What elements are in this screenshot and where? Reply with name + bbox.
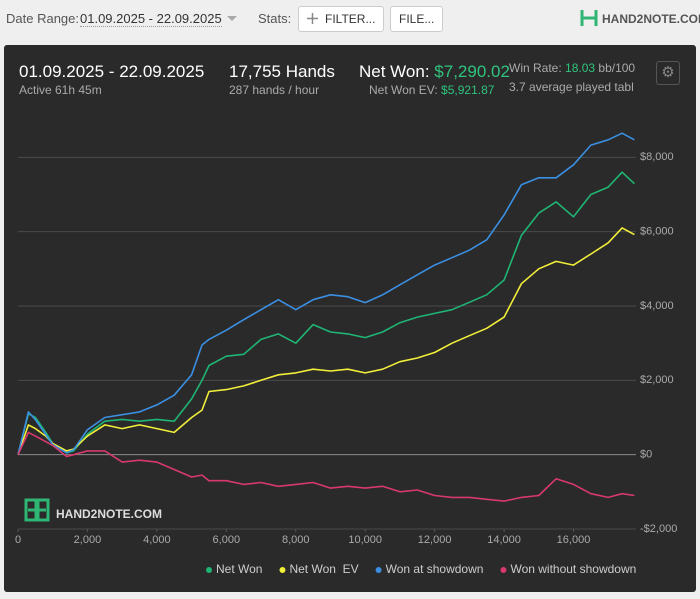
- legend-marker: [206, 567, 212, 573]
- period: 01.09.2025 - 22.09.2025: [19, 62, 205, 81]
- win-rate: Win Rate: 18.03 bb/100: [509, 61, 642, 75]
- net-won-value: $7,290.02: [434, 62, 510, 81]
- series-line: [17, 132, 635, 455]
- y-tick-label: -$2,000: [640, 523, 677, 535]
- tables: 3.7 average played tabl: [509, 80, 634, 94]
- series-line: [17, 227, 635, 455]
- net-won-ev: Net Won EV: $5,921.87: [369, 83, 494, 97]
- plus-icon: [307, 13, 318, 24]
- file-button[interactable]: FILE...: [390, 6, 444, 32]
- logo-icon: [580, 10, 598, 26]
- watermark: HAND2NOTE.COM: [56, 507, 162, 521]
- dropdown-arrow[interactable]: [227, 16, 237, 26]
- date-range-label: Date Range:: [6, 11, 79, 26]
- legend-label: Net Won EV: [289, 562, 358, 576]
- net-won-ev-label: Net Won EV:: [369, 83, 438, 97]
- legend-marker: [500, 567, 507, 573]
- settings-button[interactable]: ⚙: [656, 61, 680, 85]
- date-range[interactable]: 01.09.2025 - 22.09.2025: [80, 11, 222, 27]
- chart: HAND2NOTE.COM -$2,000 $0 $2,000 $4,000 $6,00…: [15, 132, 677, 576]
- win-rate-unit: bb/100: [598, 61, 636, 75]
- hands-rate: 287 hands / hour: [229, 83, 320, 97]
- net-won-ev-value: $5,921.87: [441, 83, 495, 97]
- legend-marker: [375, 567, 382, 573]
- x-tick-label: 4,000: [143, 534, 171, 546]
- x-tick-label: 12,000: [418, 534, 452, 546]
- hands: 17,755 Hands: [229, 62, 335, 81]
- legend-label: Net Won: [216, 562, 262, 576]
- watermark-icon: [24, 498, 50, 522]
- legend-marker: [279, 567, 286, 573]
- y-tick-label: $8,000: [640, 151, 674, 163]
- y-tick-label: $2,000: [640, 374, 674, 386]
- x-tick-label: 10,000: [348, 534, 382, 546]
- win-rate-label: Win Rate:: [509, 61, 562, 75]
- legend-label: Won without showdown: [510, 562, 636, 576]
- stats-panel: 01.09.2025 - 22.09.2025 Active 61h 45m 1…: [4, 45, 696, 592]
- active-time: Active 61h 45m: [19, 83, 102, 97]
- series-line: [17, 431, 635, 502]
- net-won-label: Net Won:: [359, 62, 430, 81]
- win-rate-box: Win Rate: 18.03 bb/100 3.7 average playe…: [509, 61, 642, 94]
- filter-label: FILTER...: [325, 12, 376, 26]
- filter-button[interactable]: FILTER...: [298, 6, 385, 32]
- x-tick-label: 2,000: [74, 534, 102, 546]
- y-tick-label: $6,000: [640, 226, 674, 238]
- y-tick-label: $0: [640, 449, 652, 461]
- logo: HAND2NOTE.COM: [602, 12, 700, 26]
- win-rate-value: 18.03: [565, 61, 596, 75]
- x-tick-label: 8,000: [282, 534, 310, 546]
- x-tick-label: 16,000: [557, 534, 591, 546]
- legend-label: Won at showdown: [386, 562, 484, 576]
- y-tick-label: $4,000: [640, 300, 674, 312]
- stats-label: Stats:: [258, 11, 292, 26]
- x-tick-label: 0: [15, 534, 21, 546]
- net-won: Net Won: $7,290.02: [359, 62, 510, 82]
- x-tick-label: 6,000: [213, 534, 241, 546]
- series-line: [17, 171, 635, 455]
- x-tick-label: 14,000: [487, 534, 521, 546]
